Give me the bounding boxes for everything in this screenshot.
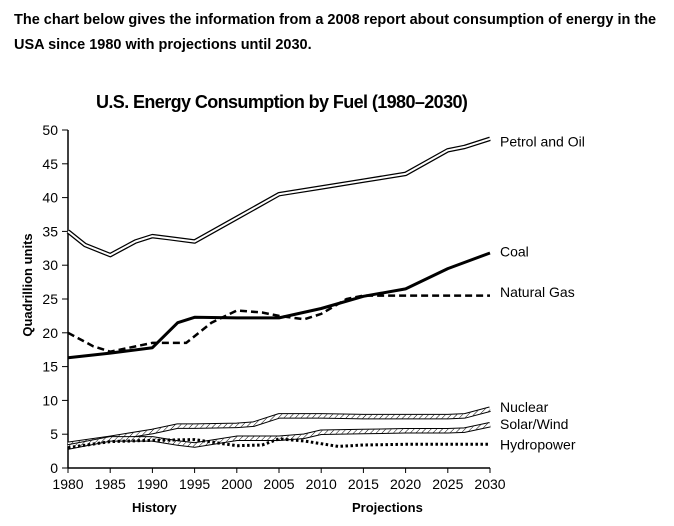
series-nuclear	[67, 406, 491, 448]
intro-text: The chart below gives the information fr…	[14, 12, 657, 53]
series-label-solar-wind: Solar/Wind	[500, 416, 568, 432]
y-tick-label: 5	[50, 426, 58, 442]
y-tick-label: 50	[42, 122, 58, 138]
y-tick-label: 20	[42, 325, 58, 341]
projections-label: Projections	[352, 500, 423, 515]
series-line	[67, 251, 491, 360]
series-label-natural-gas: Natural Gas	[500, 284, 575, 300]
x-tick-label: 2010	[306, 476, 337, 492]
chart-title: U.S. Energy Consumption by Fuel (1980–20…	[96, 92, 468, 112]
x-tick-label: 2030	[474, 476, 505, 492]
series-line-hatch	[67, 422, 491, 449]
y-tick-label: 45	[42, 156, 58, 172]
series-label-petrol-and-oil: Petrol and Oil	[500, 133, 585, 149]
series-label-hydropower: Hydropower	[500, 436, 576, 452]
y-tick-label: 10	[42, 392, 58, 408]
series-label-nuclear: Nuclear	[500, 399, 549, 415]
series-line-inner	[67, 137, 491, 257]
series-label-coal: Coal	[500, 244, 529, 260]
series-line-hatch	[67, 407, 491, 447]
y-tick-label: 0	[50, 460, 58, 476]
series-petrol-and-oil	[66, 136, 491, 258]
y-tick-label: 35	[42, 223, 58, 239]
x-tick-label: 2015	[348, 476, 379, 492]
series-coal	[67, 251, 491, 360]
history-label: History	[132, 500, 177, 515]
series-line	[67, 437, 490, 450]
series-solar-wind	[67, 422, 491, 450]
series-labels: Petrol and Oil Coal Natural Gas NuclearSola…	[500, 133, 585, 452]
y-tick-label: 25	[42, 291, 58, 307]
x-tick-label: 1990	[137, 476, 168, 492]
x-tick-label: 2000	[221, 476, 252, 492]
series-layer	[66, 136, 491, 450]
x-tick-label: 2025	[432, 476, 463, 492]
y-tick-label: 30	[42, 257, 58, 273]
x-tick-label: 2005	[263, 476, 294, 492]
series-natural-gas	[67, 294, 490, 353]
y-tick-label: 15	[42, 359, 58, 375]
x-tick-label: 1985	[95, 476, 126, 492]
x-tick-label: 1980	[52, 476, 83, 492]
series-hydropower	[67, 437, 490, 450]
x-tick-label: 2020	[390, 476, 421, 492]
y-tick-label: 40	[42, 190, 58, 206]
x-tick-label: 1995	[179, 476, 210, 492]
series-line	[67, 294, 490, 353]
series-line-outer	[66, 136, 491, 258]
